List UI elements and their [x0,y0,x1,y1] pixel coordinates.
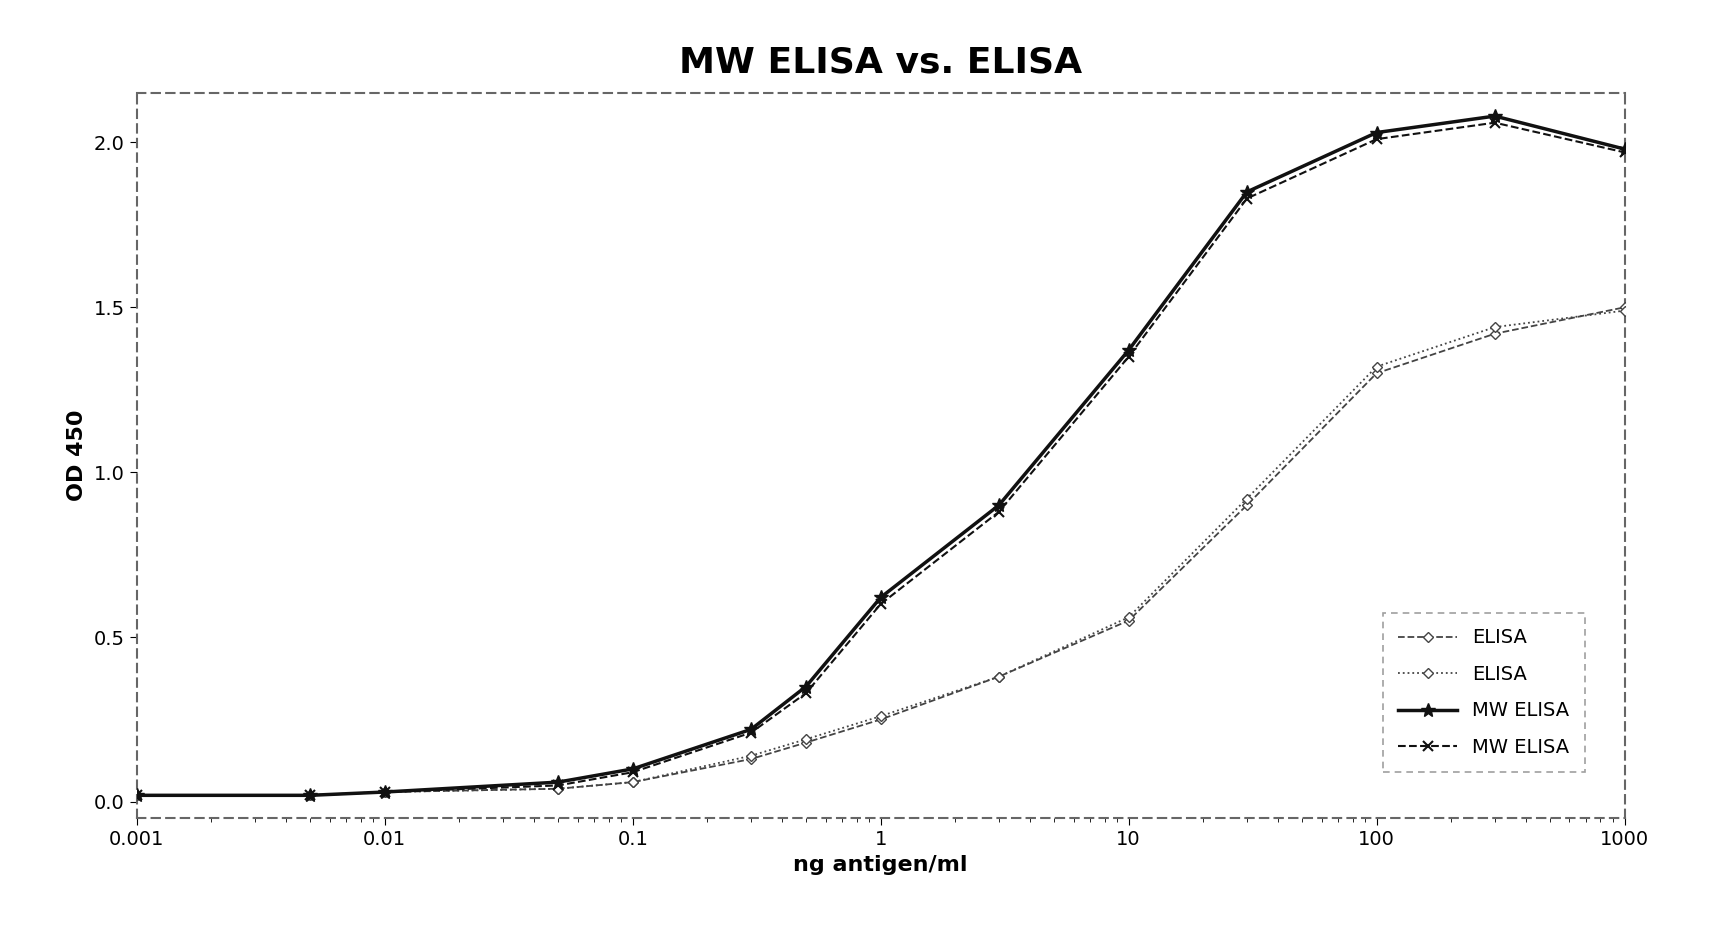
ELISA [1236,493,1257,504]
ELISA [1366,361,1387,372]
ELISA [299,790,320,801]
MW ELISA [374,787,395,798]
ELISA [374,787,395,798]
ELISA [988,671,1009,683]
Y-axis label: OD 450: OD 450 [67,410,87,501]
Line: ELISA: ELISA [133,307,1628,799]
ELISA [795,734,816,745]
Line: MW ELISA: MW ELISA [132,118,1630,800]
MW ELISA [547,780,568,791]
ELISA [1366,367,1387,379]
MW ELISA [127,790,147,801]
MW ELISA [1614,143,1635,154]
MW ELISA [1484,117,1505,128]
ELISA [127,790,147,801]
ELISA [740,753,761,764]
MW ELISA [1118,352,1139,363]
ELISA [127,790,147,801]
MW ELISA [1366,127,1387,139]
MW ELISA [870,591,891,603]
MW ELISA [795,687,816,698]
ELISA [1484,322,1505,333]
Line: ELISA: ELISA [133,304,1628,799]
MW ELISA [622,766,643,777]
ELISA [1614,301,1635,312]
MW ELISA [1236,186,1257,197]
MW ELISA [795,681,816,692]
ELISA [547,783,568,794]
ELISA [870,711,891,722]
ELISA [1118,615,1139,626]
Line: MW ELISA: MW ELISA [130,109,1631,803]
MW ELISA [299,790,320,801]
MW ELISA [988,506,1009,517]
ELISA [622,777,643,788]
MW ELISA [1118,345,1139,356]
ELISA [1484,328,1505,339]
MW ELISA [870,599,891,610]
MW ELISA [988,499,1009,511]
ELISA [374,787,395,798]
ELISA [795,737,816,748]
ELISA [1614,305,1635,316]
MW ELISA [740,727,761,738]
X-axis label: ng antigen/ml: ng antigen/ml [793,855,968,875]
Title: MW ELISA vs. ELISA: MW ELISA vs. ELISA [679,46,1082,79]
ELISA [1236,499,1257,511]
MW ELISA [1366,134,1387,145]
MW ELISA [547,777,568,788]
MW ELISA [374,787,395,798]
ELISA [1118,612,1139,623]
ELISA [988,671,1009,683]
MW ELISA [622,764,643,775]
MW ELISA [1236,193,1257,204]
Legend: ELISA, ELISA, MW ELISA, MW ELISA: ELISA, ELISA, MW ELISA, MW ELISA [1383,613,1585,773]
MW ELISA [740,724,761,735]
MW ELISA [127,790,147,801]
ELISA [870,714,891,725]
MW ELISA [1484,111,1505,122]
ELISA [622,777,643,788]
MW ELISA [299,790,320,801]
MW ELISA [1614,147,1635,158]
ELISA [740,751,761,762]
ELISA [547,783,568,794]
ELISA [299,790,320,801]
